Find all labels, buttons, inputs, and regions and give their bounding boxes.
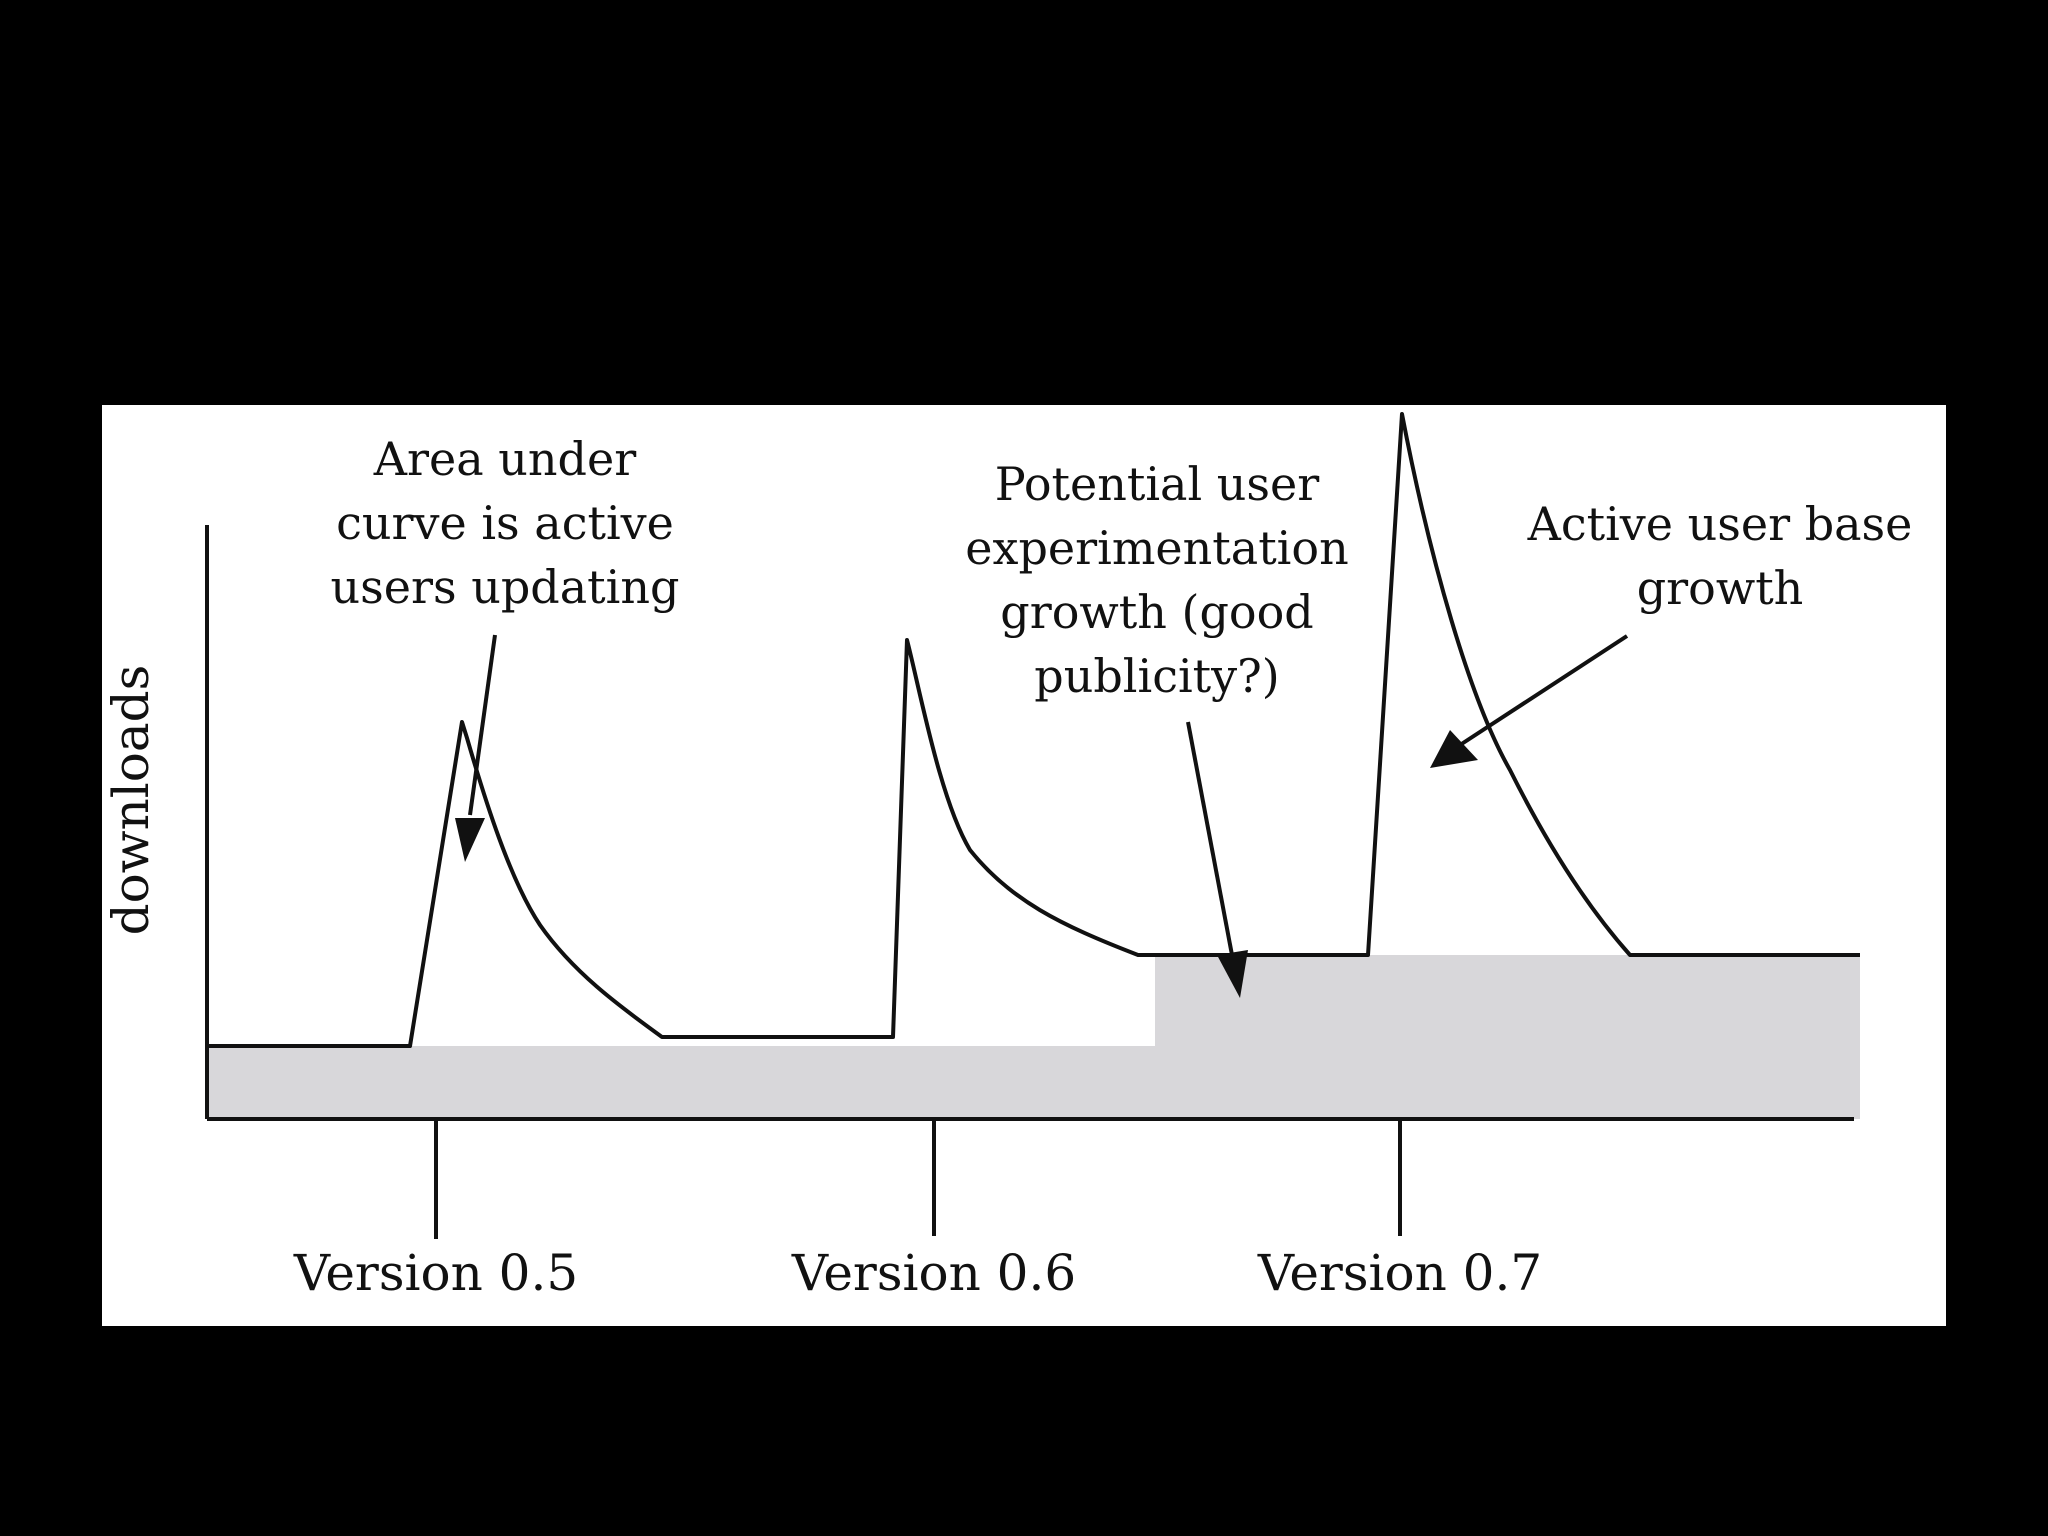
area-annotation-line-1: Area under	[373, 432, 636, 486]
area-annotation-line-2: curve is active	[336, 496, 674, 550]
active-base-arrow-line	[1458, 634, 1629, 747]
area-annotation-line-3: users updating	[331, 560, 680, 614]
version-0-6-label: Version 0.6	[791, 1244, 1076, 1302]
potential-growth-arrowhead	[1217, 950, 1248, 998]
potential-growth-line-4: publicity?)	[1034, 649, 1280, 703]
y-axis-label: downloads	[102, 665, 160, 936]
potential-growth-line-1: Potential user	[995, 457, 1320, 511]
active-base-line-1: Active user base	[1527, 497, 1913, 551]
active-base-line-2: growth	[1637, 561, 1804, 615]
potential-growth-arrow-line	[1186, 721, 1234, 956]
version-0-7-label: Version 0.7	[1257, 1244, 1542, 1302]
active-base-arrowhead	[1430, 730, 1478, 768]
area-annotation-arrowhead	[455, 818, 485, 862]
area-annotation-arrow-line	[468, 634, 497, 816]
potential-growth-line-3: growth (good	[1000, 585, 1313, 639]
diagram-panel: downloads Area under curve is active use…	[102, 405, 1946, 1326]
potential-growth-line-2: experimentation	[965, 521, 1348, 575]
downloads-curve	[207, 412, 1860, 1048]
version-0-5-label: Version 0.5	[293, 1244, 578, 1302]
active-user-base-area	[207, 955, 1860, 1119]
